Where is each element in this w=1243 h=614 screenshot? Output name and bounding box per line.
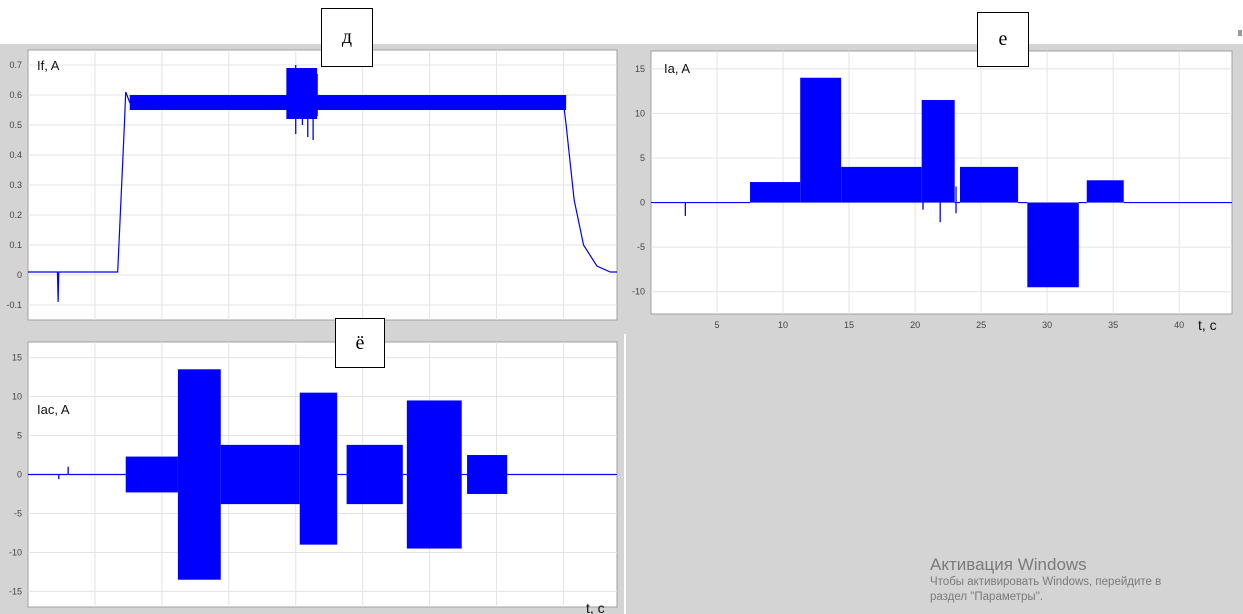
y-tick-label-e-4: 10 xyxy=(635,108,645,118)
windows-activation-watermark: Активация Windows Чтобы активировать Win… xyxy=(930,555,1230,605)
y-tick-label-yo-4: 5 xyxy=(17,431,22,441)
y-tick-label-yo-3: 0 xyxy=(17,470,22,480)
y-tick-label-d-6: 0.5 xyxy=(9,120,22,130)
empty-figure-area xyxy=(626,334,1243,614)
y-tick-label-d-7: 0.6 xyxy=(9,90,22,100)
y-tick-label-yo-2: -5 xyxy=(14,508,22,518)
x-tick-label-e-7: 40 xyxy=(1174,320,1184,330)
corner-mark xyxy=(1238,30,1242,36)
x-tick-label-e-5: 30 xyxy=(1042,320,1052,330)
xlabel-yo: t, c xyxy=(586,600,605,614)
series-envelope-d-0 xyxy=(129,95,567,110)
series-band-e-7 xyxy=(1086,180,1124,203)
y-tick-label-e-0: -10 xyxy=(632,287,645,297)
series-band-yo-1 xyxy=(125,456,178,493)
x-tick-label-e-4: 25 xyxy=(976,320,986,330)
series-band-yo-7 xyxy=(467,455,508,494)
xlabel-e: t, c xyxy=(1198,317,1217,333)
activation-line-2: раздел "Параметры". xyxy=(930,591,1043,603)
y-tick-label-yo-0: -15 xyxy=(9,586,22,596)
panel-tag-yo: ё xyxy=(335,318,385,368)
y-tick-label-d-0: -0.1 xyxy=(6,300,22,310)
series-band-e-3 xyxy=(841,166,922,203)
panel-tag-d: д xyxy=(321,8,373,67)
y-tick-label-e-3: 5 xyxy=(640,153,645,163)
y-tick-label-yo-6: 15 xyxy=(12,353,22,363)
x-tick-label-e-0: 5 xyxy=(715,320,720,330)
y-tick-label-d-1: 0 xyxy=(17,270,22,280)
series-band-yo-3 xyxy=(220,444,300,505)
activation-line-1: Чтобы активировать Windows, перейдите в xyxy=(930,576,1162,588)
y-tick-label-d-5: 0.4 xyxy=(9,150,22,160)
x-tick-label-e-3: 20 xyxy=(910,320,920,330)
y-tick-label-d-2: 0.1 xyxy=(9,240,22,250)
series-band-yo-5 xyxy=(346,444,403,505)
y-tick-label-d-4: 0.3 xyxy=(9,180,22,190)
y-tick-label-e-1: -5 xyxy=(637,242,645,252)
x-tick-label-e-2: 15 xyxy=(844,320,854,330)
x-tick-label-e-1: 10 xyxy=(778,320,788,330)
series-band-e-6 xyxy=(1027,202,1079,288)
series-band-e-2 xyxy=(800,77,842,203)
y-tick-label-yo-1: -10 xyxy=(9,547,22,557)
y-tick-label-d-8: 0.7 xyxy=(9,60,22,70)
ylabel-d: If, A xyxy=(37,58,60,73)
ylabel-e: Ia, A xyxy=(664,61,690,76)
series-band-e-1 xyxy=(750,182,801,203)
series-band-yo-4 xyxy=(299,392,338,545)
series-band-yo-6 xyxy=(406,400,462,549)
activation-title: Активация Windows xyxy=(930,555,1087,574)
x-tick-label-e-6: 35 xyxy=(1108,320,1118,330)
y-tick-label-e-5: 15 xyxy=(635,64,645,74)
y-tick-label-d-3: 0.2 xyxy=(9,210,22,220)
series-band-yo-2 xyxy=(177,369,221,580)
panel-tag-e: е xyxy=(977,12,1029,67)
series-band-e-5 xyxy=(959,166,1019,203)
y-tick-label-yo-5: 10 xyxy=(12,392,22,402)
y-tick-label-e-2: 0 xyxy=(640,198,645,208)
series-band-e-4 xyxy=(921,100,955,203)
series-envelope-d-1 xyxy=(286,68,318,119)
ylabel-yo: Iac, A xyxy=(37,402,70,417)
